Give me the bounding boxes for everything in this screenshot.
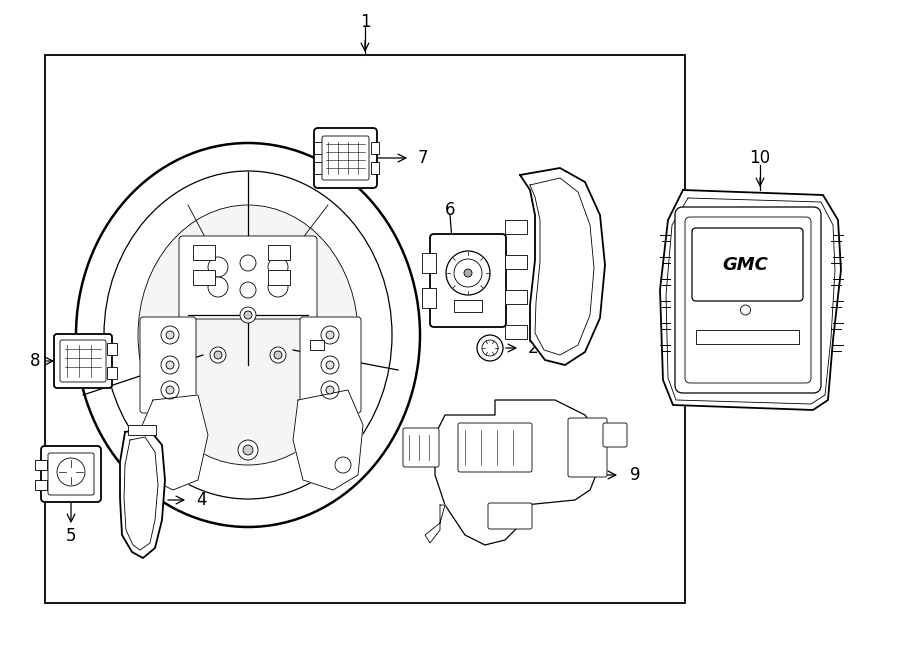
Polygon shape <box>435 400 600 545</box>
Text: GMC: GMC <box>723 256 769 274</box>
Bar <box>193 245 215 260</box>
Circle shape <box>161 326 179 344</box>
Circle shape <box>240 307 256 323</box>
Text: 9: 9 <box>630 466 641 484</box>
Text: 1: 1 <box>360 13 370 31</box>
Ellipse shape <box>76 143 420 527</box>
FancyBboxPatch shape <box>41 446 101 502</box>
Circle shape <box>446 251 490 295</box>
Circle shape <box>57 458 85 486</box>
Bar <box>314 162 322 174</box>
Text: 5: 5 <box>66 527 77 545</box>
FancyBboxPatch shape <box>403 428 439 467</box>
Bar <box>35 480 47 490</box>
Ellipse shape <box>104 171 392 499</box>
Text: 7: 7 <box>418 149 428 167</box>
Circle shape <box>208 257 228 277</box>
FancyBboxPatch shape <box>179 236 317 319</box>
Circle shape <box>161 356 179 374</box>
Circle shape <box>454 259 482 287</box>
Circle shape <box>240 282 256 298</box>
Bar <box>422 288 436 308</box>
Circle shape <box>240 255 256 271</box>
FancyBboxPatch shape <box>48 453 94 495</box>
Circle shape <box>161 381 179 399</box>
FancyBboxPatch shape <box>458 423 532 472</box>
FancyBboxPatch shape <box>692 228 803 301</box>
Polygon shape <box>660 190 841 410</box>
FancyBboxPatch shape <box>140 317 196 413</box>
Bar <box>314 142 322 154</box>
Text: 8: 8 <box>30 352 40 370</box>
Circle shape <box>274 351 282 359</box>
Polygon shape <box>293 390 363 490</box>
Circle shape <box>210 347 226 363</box>
Circle shape <box>268 257 288 277</box>
Circle shape <box>166 386 174 394</box>
Circle shape <box>166 361 174 369</box>
Circle shape <box>326 361 334 369</box>
Bar <box>45 55 685 603</box>
Text: 6: 6 <box>445 201 455 219</box>
FancyBboxPatch shape <box>685 217 811 383</box>
Bar <box>505 325 527 339</box>
FancyBboxPatch shape <box>300 317 361 413</box>
Bar <box>268 245 290 260</box>
Circle shape <box>741 305 751 315</box>
Circle shape <box>268 277 288 297</box>
Bar <box>371 162 379 174</box>
Bar <box>310 340 324 350</box>
Circle shape <box>326 386 334 394</box>
Circle shape <box>270 347 286 363</box>
Circle shape <box>464 269 472 277</box>
Circle shape <box>214 351 222 359</box>
Circle shape <box>477 335 503 361</box>
Polygon shape <box>425 505 445 543</box>
FancyBboxPatch shape <box>430 234 506 327</box>
Bar <box>128 425 156 435</box>
FancyBboxPatch shape <box>488 503 532 529</box>
FancyBboxPatch shape <box>60 340 106 382</box>
FancyBboxPatch shape <box>675 207 821 393</box>
Bar <box>505 255 527 269</box>
Ellipse shape <box>138 205 358 465</box>
Bar <box>505 290 527 304</box>
Text: 2: 2 <box>528 339 538 357</box>
Polygon shape <box>138 395 208 490</box>
Polygon shape <box>530 178 594 355</box>
Circle shape <box>321 326 339 344</box>
FancyBboxPatch shape <box>322 136 369 180</box>
Circle shape <box>321 381 339 399</box>
Bar <box>107 367 117 379</box>
Circle shape <box>482 340 498 356</box>
Circle shape <box>326 331 334 339</box>
Bar <box>505 220 527 234</box>
Bar <box>422 253 436 273</box>
Bar <box>268 270 290 285</box>
Bar <box>696 330 799 344</box>
Circle shape <box>208 277 228 297</box>
Circle shape <box>321 356 339 374</box>
Polygon shape <box>666 198 835 404</box>
Text: 4: 4 <box>196 491 206 509</box>
Bar <box>454 300 482 312</box>
Polygon shape <box>120 428 165 558</box>
Bar <box>371 142 379 154</box>
Bar <box>107 343 117 355</box>
FancyBboxPatch shape <box>568 418 607 477</box>
Circle shape <box>243 445 253 455</box>
Polygon shape <box>124 437 158 550</box>
Circle shape <box>166 331 174 339</box>
Text: 10: 10 <box>750 149 770 167</box>
FancyBboxPatch shape <box>314 128 377 188</box>
Bar <box>193 270 215 285</box>
Bar <box>35 460 47 470</box>
FancyBboxPatch shape <box>54 334 112 388</box>
Circle shape <box>335 457 351 473</box>
FancyBboxPatch shape <box>603 423 627 447</box>
Polygon shape <box>520 168 605 365</box>
Text: 3: 3 <box>552 169 562 187</box>
Circle shape <box>244 311 252 319</box>
Circle shape <box>238 440 258 460</box>
